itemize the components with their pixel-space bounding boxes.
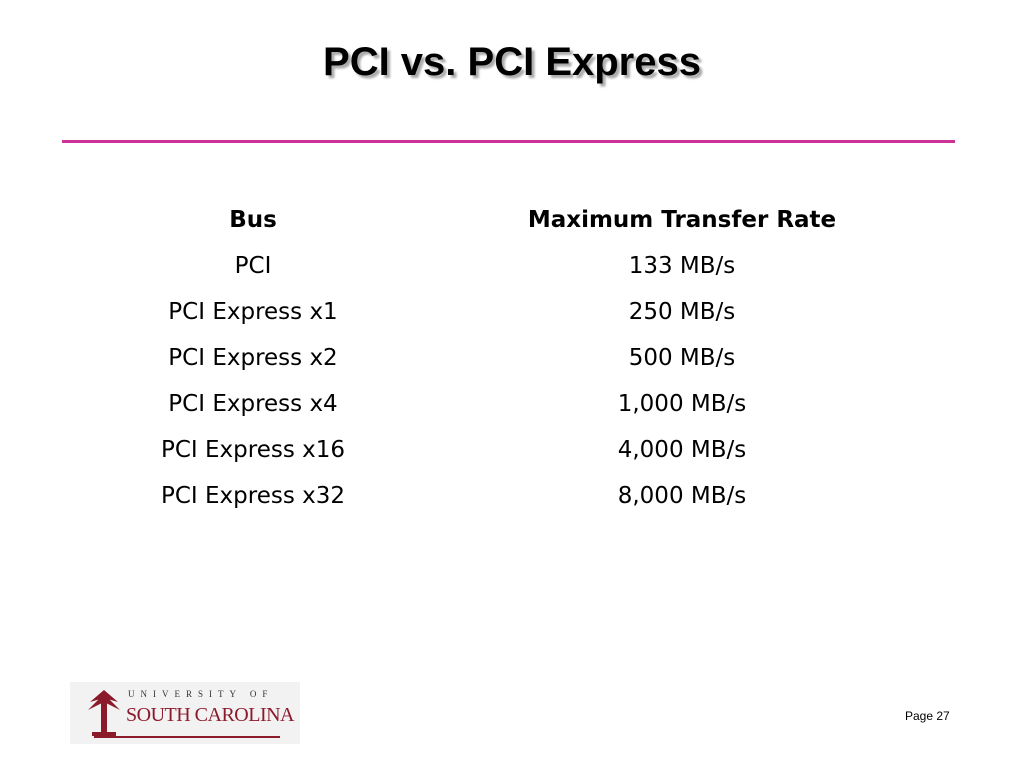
table-cell: PCI Express x2 <box>168 345 338 371</box>
table-cell: PCI Express x32 <box>160 483 346 509</box>
table-row: PCI Express x16 4,000 MB/s <box>0 427 1024 473</box>
table-cell: PCI Express x1 <box>168 299 338 325</box>
table-header: Bus Maximum Transfer Rate <box>0 197 1024 243</box>
table-cell: PCI <box>234 253 272 279</box>
table-row: PCI Express x1 250 MB/s <box>0 289 1024 335</box>
table-cell: 133 MB/s <box>628 253 736 279</box>
table-cell: PCI Express x16 <box>160 437 346 463</box>
logo: UNIVERSITY OF SOUTH CAROLINA <box>70 682 300 744</box>
table-cell: 1,000 MB/s <box>617 391 747 417</box>
column-header: Maximum Transfer Rate <box>527 207 837 233</box>
table-row: PCI Express x32 8,000 MB/s <box>0 473 1024 519</box>
table-cell: 500 MB/s <box>628 345 736 371</box>
slide-title: PCI vs. PCI Express <box>323 40 701 84</box>
table-row: PCI 133 MB/s <box>0 243 1024 289</box>
table-row: PCI Express x2 500 MB/s <box>0 335 1024 381</box>
table-cell: 4,000 MB/s <box>617 437 747 463</box>
title-rule <box>62 140 955 143</box>
logo-rule <box>94 736 280 738</box>
logo-text: SOUTH CAROLINA <box>126 704 295 726</box>
table-cell: 250 MB/s <box>628 299 736 325</box>
column-header: Bus <box>229 207 277 233</box>
table-row: PCI Express x4 1,000 MB/s <box>0 381 1024 427</box>
table-cell: PCI Express x4 <box>168 391 338 417</box>
page-number: Page 27 <box>905 709 950 723</box>
logo-text: UNIVERSITY OF <box>128 689 274 699</box>
table-cell: 8,000 MB/s <box>617 483 747 509</box>
logo-emblem <box>88 690 120 736</box>
table: Bus Maximum Transfer Rate PCI 133 MB/s PCI E… <box>0 197 1024 519</box>
